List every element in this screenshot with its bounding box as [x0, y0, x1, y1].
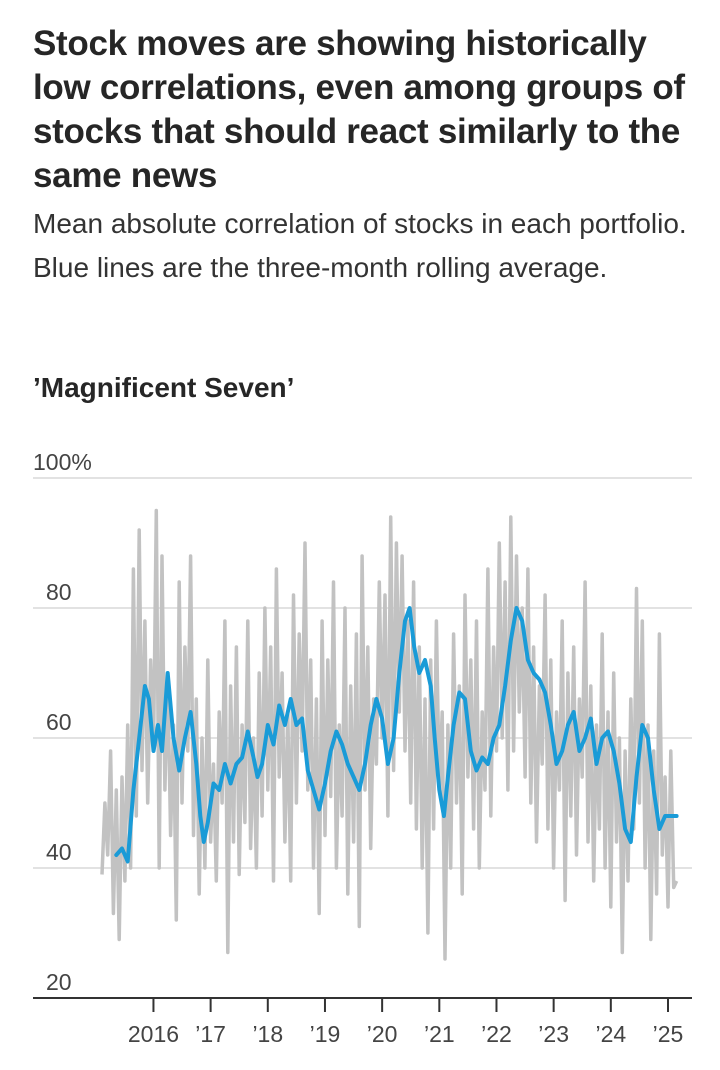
- x-tick-label-2022: ’22: [481, 1021, 512, 1047]
- y-tick-label-100: 100%: [33, 449, 92, 475]
- chart-subtitle: Mean absolute correlation of stocks in e…: [33, 208, 687, 283]
- x-tick-label-2019: ’19: [310, 1021, 341, 1047]
- x-tick-label-2017: ’17: [195, 1021, 226, 1047]
- rolling-average-series: [114, 606, 679, 864]
- raw-correlation-line: [100, 508, 679, 961]
- y-tick-label-40: 40: [46, 839, 72, 865]
- raw-correlation-series: [100, 508, 679, 961]
- y-tick-label-20: 20: [46, 969, 72, 995]
- rolling-average-line: [114, 606, 679, 864]
- x-tick-label-2021: ’21: [424, 1021, 455, 1047]
- y-tick-label-80: 80: [46, 579, 72, 605]
- x-axis: 2016 ’17 ’18 ’19 ’20 ’21 ’22 ’23 ’24 ’25: [33, 997, 692, 1047]
- panel-title: ’Magnificent Seven’: [33, 372, 295, 403]
- y-axis-ticks: 100% 80 60 40 20: [33, 449, 92, 995]
- x-tick-label-2025: ’25: [653, 1021, 684, 1047]
- y-tick-label-60: 60: [46, 709, 72, 735]
- x-tick-label-2016: 2016: [128, 1021, 179, 1047]
- chart-title: Stock moves are showing historically low…: [33, 24, 685, 195]
- x-tick-label-2023: ’23: [538, 1021, 569, 1047]
- line-chart: 100% 80 60 40 20 2016 ’17 ’18 ’19 ’20 ’21 ’22 ’23 ’2…: [33, 449, 692, 1047]
- x-tick-label-2024: ’24: [595, 1021, 626, 1047]
- x-tick-label-2018: ’18: [252, 1021, 283, 1047]
- x-tick-label-2020: ’20: [367, 1021, 398, 1047]
